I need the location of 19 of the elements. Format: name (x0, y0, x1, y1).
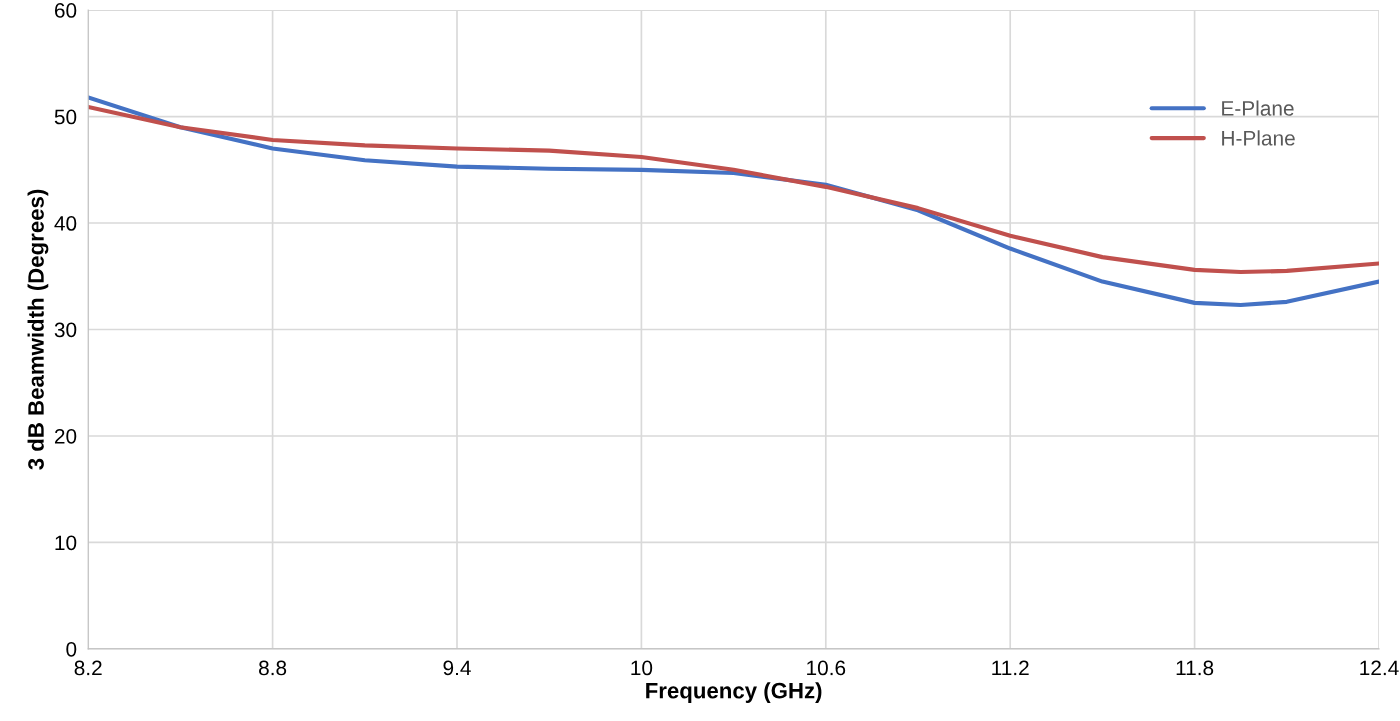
y-tick-label: 60 (54, 3, 77, 18)
x-tick-label: 10.6 (807, 660, 846, 676)
x-tick-label: 8.8 (259, 660, 287, 676)
x-tick-label: 9.4 (443, 660, 471, 676)
x-tick-label: 8.2 (74, 660, 102, 676)
legend-label: E-Plane (1222, 100, 1294, 116)
x-tick-label: 12.4 (1360, 660, 1399, 676)
x-axis-title: Frequency (GHz) (646, 682, 822, 703)
y-tick-label: 50 (54, 109, 77, 125)
y-tick-label: 10 (55, 535, 77, 551)
x-tick-label: 10 (631, 660, 653, 676)
y-tick-label: 0 (66, 641, 77, 657)
x-tick-label: 11.2 (992, 660, 1029, 676)
y-tick-label: 20 (54, 428, 77, 444)
legend-label: H-Plane (1222, 130, 1295, 146)
x-tick-label: 11.8 (1176, 660, 1214, 676)
y-tick-label: 30 (54, 322, 77, 338)
y-tick-label: 40 (54, 216, 77, 231)
y-axis-title: 3 dB Beamwidth (Degrees) (27, 189, 49, 470)
